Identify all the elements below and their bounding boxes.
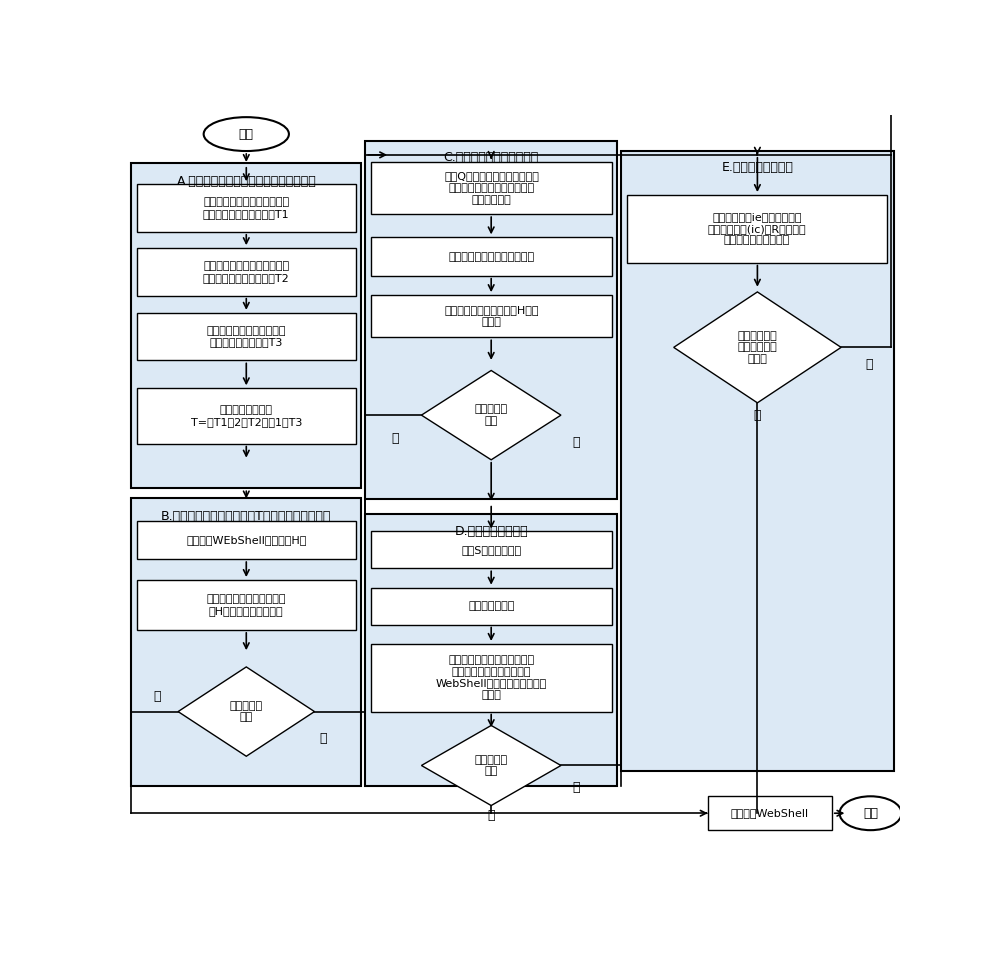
- Text: A.读取网站目录中文件，过滤出可疑文件: A.读取网站目录中文件，过滤出可疑文件: [176, 175, 316, 189]
- Text: 剥除出无关代码: 剥除出无关代码: [468, 601, 515, 612]
- FancyBboxPatch shape: [371, 295, 612, 338]
- FancyBboxPatch shape: [371, 531, 612, 568]
- Text: 是否匹配成
功？: 是否匹配成 功？: [230, 701, 263, 723]
- Text: 是: 是: [391, 432, 398, 445]
- Polygon shape: [178, 667, 314, 756]
- Ellipse shape: [840, 796, 902, 830]
- FancyBboxPatch shape: [371, 237, 612, 276]
- FancyBboxPatch shape: [137, 580, 356, 630]
- FancyBboxPatch shape: [137, 521, 356, 559]
- FancyBboxPatch shape: [708, 796, 832, 830]
- Text: 是: 是: [154, 690, 161, 702]
- FancyBboxPatch shape: [137, 389, 356, 444]
- Text: 根据文件的创建时间筛选出可
疑文件，可疑文件集记为T1: 根据文件的创建时间筛选出可 疑文件，可疑文件集记为T1: [203, 197, 290, 219]
- Polygon shape: [421, 725, 561, 806]
- FancyBboxPatch shape: [371, 644, 612, 712]
- Text: 结束: 结束: [863, 807, 878, 820]
- Text: 是否匹配成
功？: 是否匹配成 功？: [475, 755, 508, 776]
- Polygon shape: [674, 292, 841, 403]
- Text: 对于剥除了无关代码的文件，
再与剥除了无关代码的已知
WebShell文件组成的特征库进
行比对: 对于剥除了无关代码的文件， 再与剥除了无关代码的已知 WebShell文件组成的…: [436, 656, 547, 701]
- FancyBboxPatch shape: [371, 588, 612, 625]
- Text: 读物可疑文件与常见特征库
（H）中特征码进行匹配: 读物可疑文件与常见特征库 （H）中特征码进行匹配: [207, 594, 286, 615]
- Text: 读取S中的可疑文件: 读取S中的可疑文件: [462, 545, 522, 555]
- FancyBboxPatch shape: [621, 151, 894, 771]
- Text: E.数学公式检测过稍: E.数学公式检测过稍: [721, 162, 793, 174]
- Text: 否: 否: [572, 781, 580, 793]
- Text: 是否匹配成
功？: 是否匹配成 功？: [475, 405, 508, 426]
- Ellipse shape: [204, 117, 289, 151]
- FancyBboxPatch shape: [137, 248, 356, 296]
- Text: 最终输出WebShell: 最终输出WebShell: [731, 809, 809, 818]
- Text: 最后，可疑文件集
T=（T1（2）T2）（1）T3: 最后，可疑文件集 T=（T1（2）T2）（1）T3: [191, 405, 302, 427]
- Text: 是: 是: [487, 809, 495, 822]
- Text: 根据信息熵（ie）、最长单词
以及重合指数(ic)对R中文件的
代码混淤程度进行判断: 根据信息熵（ie）、最长单词 以及重合指数(ic)对R中文件的 代码混淤程度进行…: [708, 212, 806, 245]
- FancyBboxPatch shape: [365, 515, 617, 787]
- FancyBboxPatch shape: [131, 163, 361, 488]
- FancyBboxPatch shape: [627, 195, 887, 262]
- Text: 否: 否: [865, 358, 873, 370]
- Polygon shape: [421, 370, 561, 459]
- Text: 对于Q文件集中加密、变形的可
疑文件进行变量回源、函数回
源、解码操作: 对于Q文件集中加密、变形的可 疑文件进行变量回源、函数回 源、解码操作: [444, 171, 539, 205]
- FancyBboxPatch shape: [137, 184, 356, 232]
- Text: 否: 否: [572, 435, 580, 449]
- FancyBboxPatch shape: [365, 141, 617, 499]
- FancyBboxPatch shape: [371, 162, 612, 214]
- Text: B.对筛选出的可疑文件集（T）进行特征匹配检测: B.对筛选出的可疑文件集（T）进行特征匹配检测: [161, 510, 331, 523]
- Text: 开始: 开始: [239, 127, 254, 141]
- Text: 根据文件的相互关联筛选出可
疑文件，可疑文件集记为T2: 根据文件的相互关联筛选出可 疑文件，可疑文件集记为T2: [203, 261, 290, 282]
- Text: 混淤程度赋值
是否大于设定
阈値？: 混淤程度赋值 是否大于设定 阈値？: [738, 331, 777, 364]
- Text: D.无关代码提出过程: D.无关代码提出过程: [454, 524, 528, 538]
- FancyBboxPatch shape: [131, 498, 361, 787]
- Text: 根据文件类型筛选出可疑文
件，可疑文件集记为T3: 根据文件类型筛选出可疑文 件，可疑文件集记为T3: [207, 325, 286, 347]
- FancyBboxPatch shape: [137, 313, 356, 361]
- Text: 利用抄象语法树分析可疑文件: 利用抄象语法树分析可疑文件: [449, 252, 535, 261]
- Text: 否: 否: [319, 732, 326, 746]
- Text: 是: 是: [754, 409, 761, 422]
- Text: 建立常见WEbShell特征库（H）: 建立常见WEbShell特征库（H）: [186, 535, 306, 545]
- Text: 将还原的文件与特征库（H）进
行匹配: 将还原的文件与特征库（H）进 行匹配: [444, 305, 539, 327]
- Text: C.抄象语法树分析检测过程: C.抄象语法树分析检测过程: [444, 151, 539, 165]
